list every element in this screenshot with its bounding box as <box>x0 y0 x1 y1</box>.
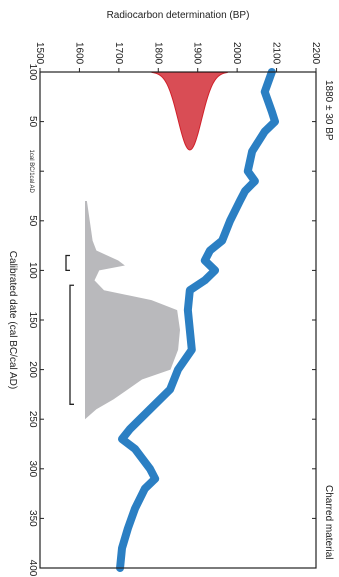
y-tick-label: 250 <box>27 411 38 428</box>
y-tick-label: 150 <box>27 312 38 329</box>
y-tick-label: 100 <box>27 262 38 279</box>
calibrated-distribution <box>85 200 180 420</box>
x-tick-label: 1800 <box>152 42 163 65</box>
range-bracket <box>69 284 74 405</box>
sample-label: Charred material <box>323 485 334 559</box>
x-tick-label: 1500 <box>34 42 45 65</box>
x-tick-label: 2100 <box>271 42 282 65</box>
x-tick-label: 1600 <box>73 42 84 65</box>
calibration-curve <box>116 68 279 572</box>
y-tick-label: 50 <box>27 215 38 227</box>
measurement-label: 1880 ± 30 BP <box>323 80 334 141</box>
y-axis-label: Calibrated date (cal BC/cal AD) <box>7 251 18 389</box>
y-tick-label: 200 <box>27 361 38 378</box>
y-tick-label: 100 <box>27 64 38 81</box>
x-tick-label: 1700 <box>113 42 124 65</box>
x-tick-label: 2000 <box>231 42 242 65</box>
x-tick-label: 1900 <box>192 42 203 65</box>
y-tick-label: 1cal BC/1cal AD <box>28 150 34 194</box>
y-tick-label: 350 <box>27 510 38 527</box>
y-tick-label: 50 <box>27 116 38 128</box>
measurement-distribution <box>151 71 228 151</box>
range-bracket <box>65 254 70 272</box>
y-tick-label: 300 <box>27 460 38 477</box>
x-axis-label: Radiocarbon determination (BP) <box>107 10 250 21</box>
y-tick-label: 400 <box>27 560 38 577</box>
x-tick-label: 2200 <box>310 42 321 65</box>
